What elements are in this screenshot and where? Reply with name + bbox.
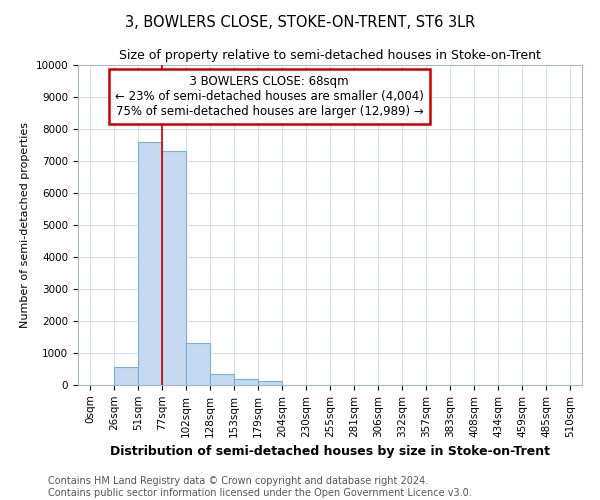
- Bar: [162, 152, 186, 385]
- Y-axis label: Number of semi-detached properties: Number of semi-detached properties: [20, 122, 30, 328]
- Bar: [114, 368, 138, 385]
- Text: 3, BOWLERS CLOSE, STOKE-ON-TRENT, ST6 3LR: 3, BOWLERS CLOSE, STOKE-ON-TRENT, ST6 3L…: [125, 15, 475, 30]
- Bar: [258, 381, 282, 385]
- Bar: [234, 380, 258, 385]
- Bar: [210, 374, 234, 385]
- X-axis label: Distribution of semi-detached houses by size in Stoke-on-Trent: Distribution of semi-detached houses by …: [110, 445, 550, 458]
- Title: Size of property relative to semi-detached houses in Stoke-on-Trent: Size of property relative to semi-detach…: [119, 50, 541, 62]
- Bar: [138, 142, 162, 385]
- Text: 3 BOWLERS CLOSE: 68sqm  
← 23% of semi-detached houses are smaller (4,004)
75% o: 3 BOWLERS CLOSE: 68sqm ← 23% of semi-det…: [115, 74, 424, 118]
- Text: Contains HM Land Registry data © Crown copyright and database right 2024.
Contai: Contains HM Land Registry data © Crown c…: [48, 476, 472, 498]
- Bar: [186, 344, 210, 385]
